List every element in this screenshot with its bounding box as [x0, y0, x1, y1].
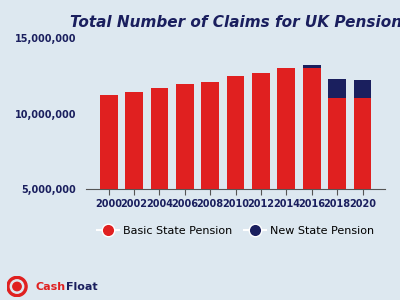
Bar	[125, 92, 143, 264]
Text: Cash: Cash	[36, 283, 66, 292]
Bar	[227, 76, 244, 264]
Circle shape	[13, 282, 21, 291]
Bar	[201, 82, 219, 264]
Legend: Basic State Pension, New State Pension: Basic State Pension, New State Pension	[92, 222, 379, 241]
Circle shape	[10, 280, 24, 293]
Bar	[354, 80, 372, 98]
Bar	[328, 79, 346, 98]
Bar	[278, 68, 295, 264]
Title: Total Number of Claims for UK Pension: Total Number of Claims for UK Pension	[70, 15, 400, 30]
Bar	[303, 64, 321, 68]
Bar	[328, 98, 346, 264]
Text: Float: Float	[66, 283, 98, 292]
Bar	[354, 98, 372, 264]
Bar	[100, 95, 118, 264]
Bar	[303, 68, 321, 264]
Circle shape	[7, 276, 27, 297]
Bar	[150, 88, 168, 264]
Bar	[252, 73, 270, 264]
Bar	[176, 84, 194, 264]
